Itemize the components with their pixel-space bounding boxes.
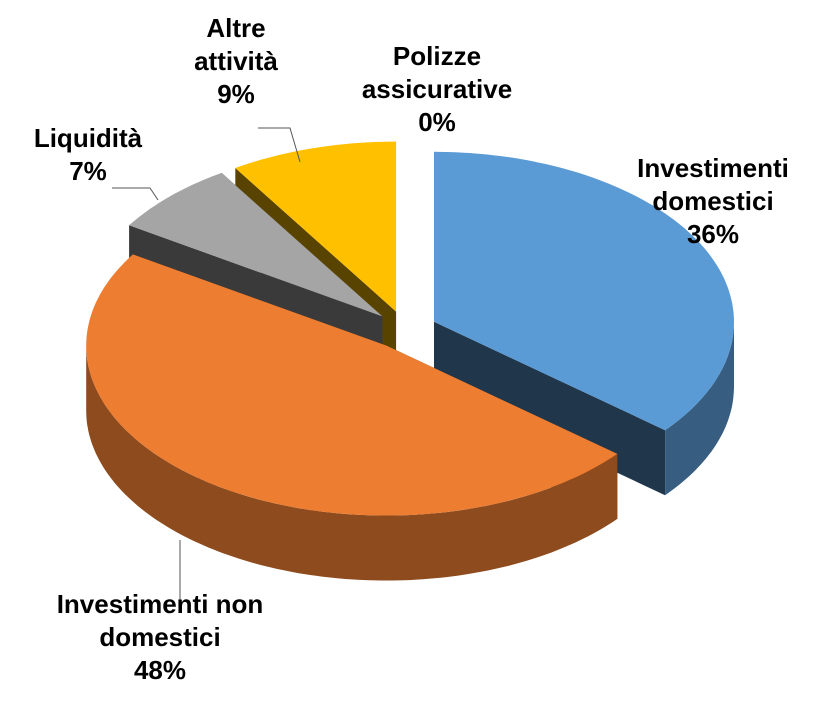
category-name: Polizze assicurative	[361, 41, 513, 104]
data-label: Investimenti non domestici 48%	[40, 588, 280, 687]
data-label: Altre attività 9%	[181, 12, 291, 111]
slice	[235, 141, 397, 312]
value-label: 0%	[418, 107, 456, 137]
slice	[434, 151, 734, 431]
slice	[129, 172, 383, 317]
leader-line	[258, 127, 301, 163]
category-name: Liquidità	[33, 123, 143, 153]
slice-side	[665, 321, 734, 496]
data-label: Polizze assicurative 0%	[342, 40, 532, 139]
data-label: Investimenti domestici 36%	[598, 152, 821, 251]
slice	[86, 254, 618, 581]
value-label: 36%	[686, 219, 740, 249]
value-label: 9%	[217, 79, 255, 109]
category-name: Investimenti domestici	[637, 153, 789, 216]
category-name: Altre attività	[194, 13, 278, 76]
value-label: 7%	[69, 156, 107, 186]
slice	[86, 254, 618, 516]
category-name: Investimenti non domestici	[56, 589, 264, 652]
leader-line	[112, 187, 159, 201]
slice-side	[86, 345, 618, 581]
data-label: Liquidità 7%	[8, 122, 168, 188]
value-label: 48%	[133, 655, 187, 685]
